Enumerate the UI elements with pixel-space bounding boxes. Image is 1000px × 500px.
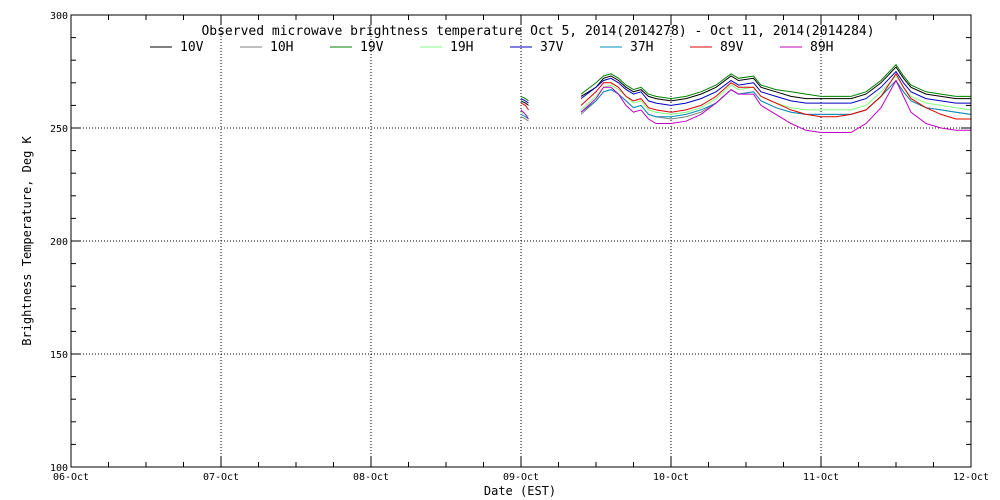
- legend-label-10v: 10V: [180, 40, 204, 55]
- y-tick-label: 250: [50, 124, 68, 135]
- series-line-19v: [520, 63, 971, 102]
- series-line-89v: [520, 72, 971, 120]
- x-tick-label: 06-Oct: [53, 472, 89, 483]
- tick-labels: 100 150 200 250 300 06-Oct 07-Oct 08-Oct 09-Oct 1…: [50, 11, 989, 483]
- x-tick-label: 08-Oct: [353, 472, 389, 483]
- y-tick-label: 200: [50, 237, 68, 248]
- series-line-37v: [520, 70, 971, 106]
- legend-label-19v: 19V: [360, 40, 384, 55]
- series-lines: [520, 63, 972, 133]
- grid-lines: [71, 15, 971, 467]
- x-tick-label: 12-Oct: [953, 472, 989, 483]
- legend-label-89v: 89V: [720, 40, 744, 55]
- series-line-89h: [520, 79, 971, 133]
- x-tick-label: 09-Oct: [503, 472, 539, 483]
- series-line-10v: [520, 66, 971, 106]
- legend-label-10h: 10H: [270, 40, 293, 55]
- legend: 10V 10H 19V 19H 37V 37H 89V 89H: [150, 40, 833, 55]
- legend-label-37h: 37H: [630, 40, 653, 55]
- x-axis-label: Date (EST): [484, 484, 556, 498]
- y-tick-label: 300: [50, 11, 68, 22]
- x-tick-label: 11-Oct: [803, 472, 839, 483]
- chart-title: Observed microwave brightness temperatur…: [201, 24, 874, 39]
- legend-label-19h: 19H: [450, 40, 473, 55]
- y-tick-label: 100: [50, 463, 68, 474]
- legend-label-89h: 89H: [810, 40, 833, 55]
- x-tick-label: 07-Oct: [203, 472, 239, 483]
- y-tick-label: 150: [50, 350, 68, 361]
- axis-ticks: [70, 14, 972, 468]
- x-tick-label: 10-Oct: [653, 472, 689, 483]
- legend-label-37v: 37V: [540, 40, 564, 55]
- y-axis-label: Brightness Temperature, Deg K: [20, 135, 34, 345]
